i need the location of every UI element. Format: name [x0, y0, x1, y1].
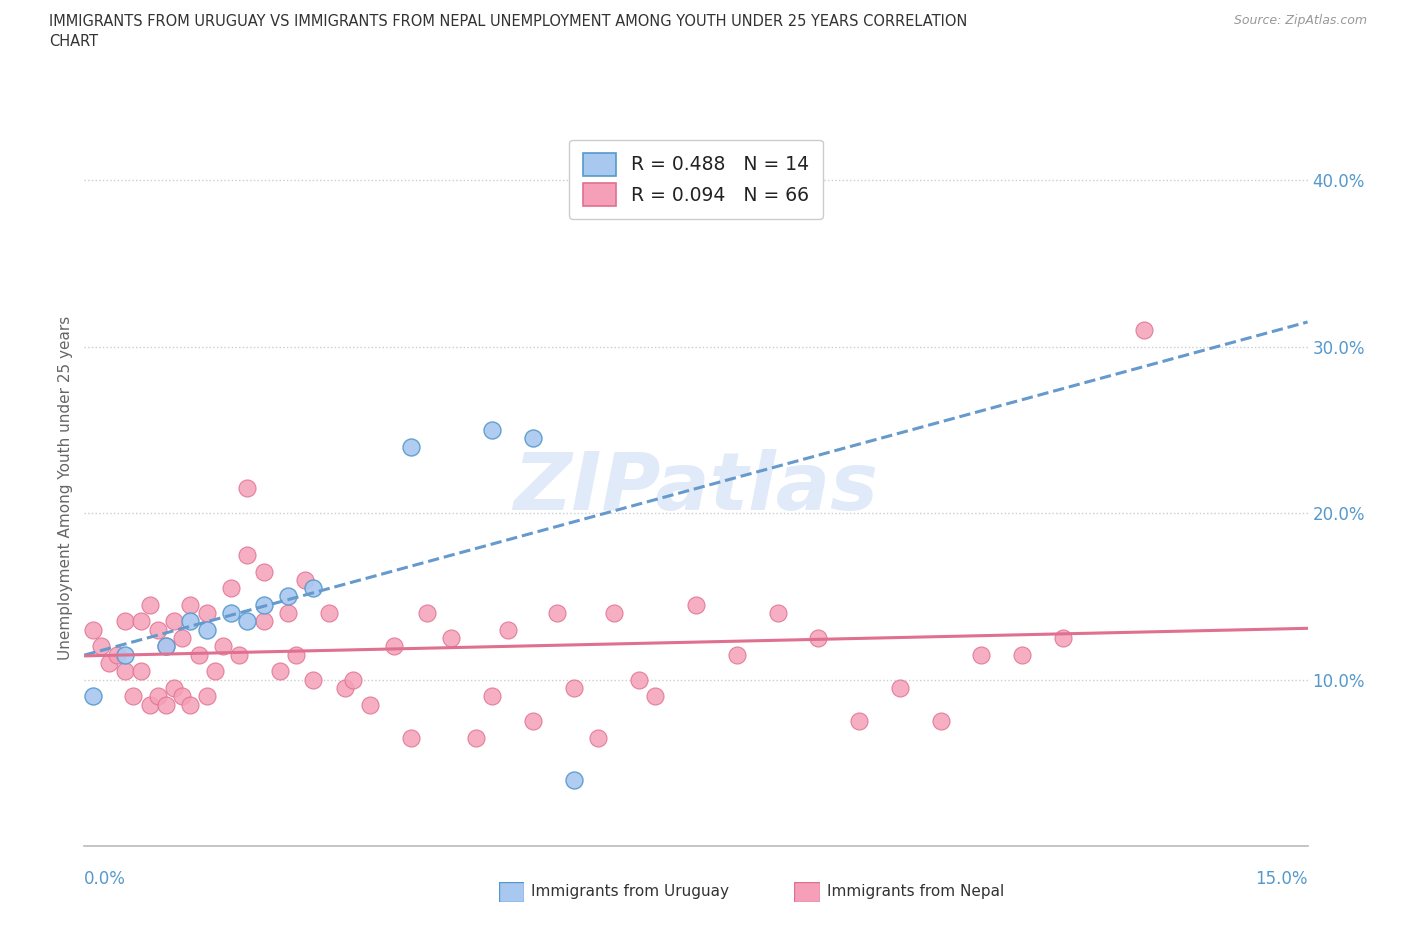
Text: 0.0%: 0.0%: [84, 870, 127, 887]
Point: [342, 672, 364, 687]
Point: [285, 647, 308, 662]
Point: [82, 689, 104, 704]
Point: [138, 698, 160, 712]
Point: [253, 614, 276, 629]
Text: Immigrants from Uruguay: Immigrants from Uruguay: [531, 884, 730, 899]
Point: [146, 689, 169, 704]
Point: [301, 580, 323, 595]
Point: [725, 647, 748, 662]
Point: [146, 622, 169, 637]
Point: [228, 647, 250, 662]
Point: [301, 672, 323, 687]
Point: [464, 731, 486, 746]
Point: [318, 605, 340, 620]
Point: [219, 605, 242, 620]
Text: ZIPatlas: ZIPatlas: [513, 449, 879, 527]
Point: [603, 605, 626, 620]
Point: [179, 698, 201, 712]
Point: [138, 597, 160, 612]
Point: [163, 681, 186, 696]
Point: [114, 664, 136, 679]
Point: [522, 714, 544, 729]
Point: [195, 605, 218, 620]
Point: [236, 614, 259, 629]
Point: [179, 597, 201, 612]
Point: [212, 639, 235, 654]
Point: [131, 614, 153, 629]
Point: [122, 689, 145, 704]
Point: [97, 656, 120, 671]
Point: [1011, 647, 1033, 662]
Point: [416, 605, 439, 620]
Point: [889, 681, 911, 696]
Point: [848, 714, 870, 729]
Point: [195, 622, 218, 637]
Text: 15.0%: 15.0%: [1256, 870, 1308, 887]
Point: [1133, 323, 1156, 338]
Point: [82, 622, 104, 637]
Point: [335, 681, 357, 696]
Point: [929, 714, 952, 729]
Point: [399, 439, 422, 454]
Point: [105, 647, 128, 662]
Point: [627, 672, 650, 687]
Point: [970, 647, 993, 662]
Point: [546, 605, 568, 620]
Point: [498, 622, 520, 637]
Point: [131, 664, 153, 679]
Text: Immigrants from Nepal: Immigrants from Nepal: [827, 884, 1004, 899]
Point: [253, 565, 276, 579]
Point: [253, 597, 276, 612]
Point: [277, 605, 299, 620]
Point: [481, 689, 503, 704]
Point: [236, 548, 259, 563]
Point: [155, 639, 177, 654]
Point: [187, 647, 209, 662]
Point: [359, 698, 381, 712]
Text: IMMIGRANTS FROM URUGUAY VS IMMIGRANTS FROM NEPAL UNEMPLOYMENT AMONG YOUTH UNDER : IMMIGRANTS FROM URUGUAY VS IMMIGRANTS FR…: [49, 14, 967, 29]
Point: [277, 589, 299, 604]
Point: [236, 481, 259, 496]
Point: [807, 631, 830, 645]
Point: [440, 631, 463, 645]
Point: [399, 731, 422, 746]
Point: [90, 639, 112, 654]
Legend: R = 0.488   N = 14, R = 0.094   N = 66: R = 0.488 N = 14, R = 0.094 N = 66: [569, 140, 823, 219]
Point: [114, 614, 136, 629]
Point: [155, 639, 177, 654]
Point: [562, 681, 585, 696]
Point: [114, 647, 136, 662]
Y-axis label: Unemployment Among Youth under 25 years: Unemployment Among Youth under 25 years: [58, 316, 73, 660]
Point: [179, 614, 201, 629]
Point: [163, 614, 186, 629]
Text: CHART: CHART: [49, 34, 98, 49]
Point: [294, 572, 316, 587]
Point: [685, 597, 707, 612]
Point: [1052, 631, 1074, 645]
Point: [586, 731, 609, 746]
Point: [219, 580, 242, 595]
Point: [195, 689, 218, 704]
Point: [562, 772, 585, 787]
Point: [481, 422, 503, 437]
Point: [155, 698, 177, 712]
Point: [766, 605, 789, 620]
Point: [204, 664, 226, 679]
Point: [172, 689, 194, 704]
Point: [644, 689, 666, 704]
Point: [269, 664, 291, 679]
Point: [382, 639, 405, 654]
Point: [172, 631, 194, 645]
Text: Source: ZipAtlas.com: Source: ZipAtlas.com: [1233, 14, 1367, 27]
Point: [522, 431, 544, 445]
